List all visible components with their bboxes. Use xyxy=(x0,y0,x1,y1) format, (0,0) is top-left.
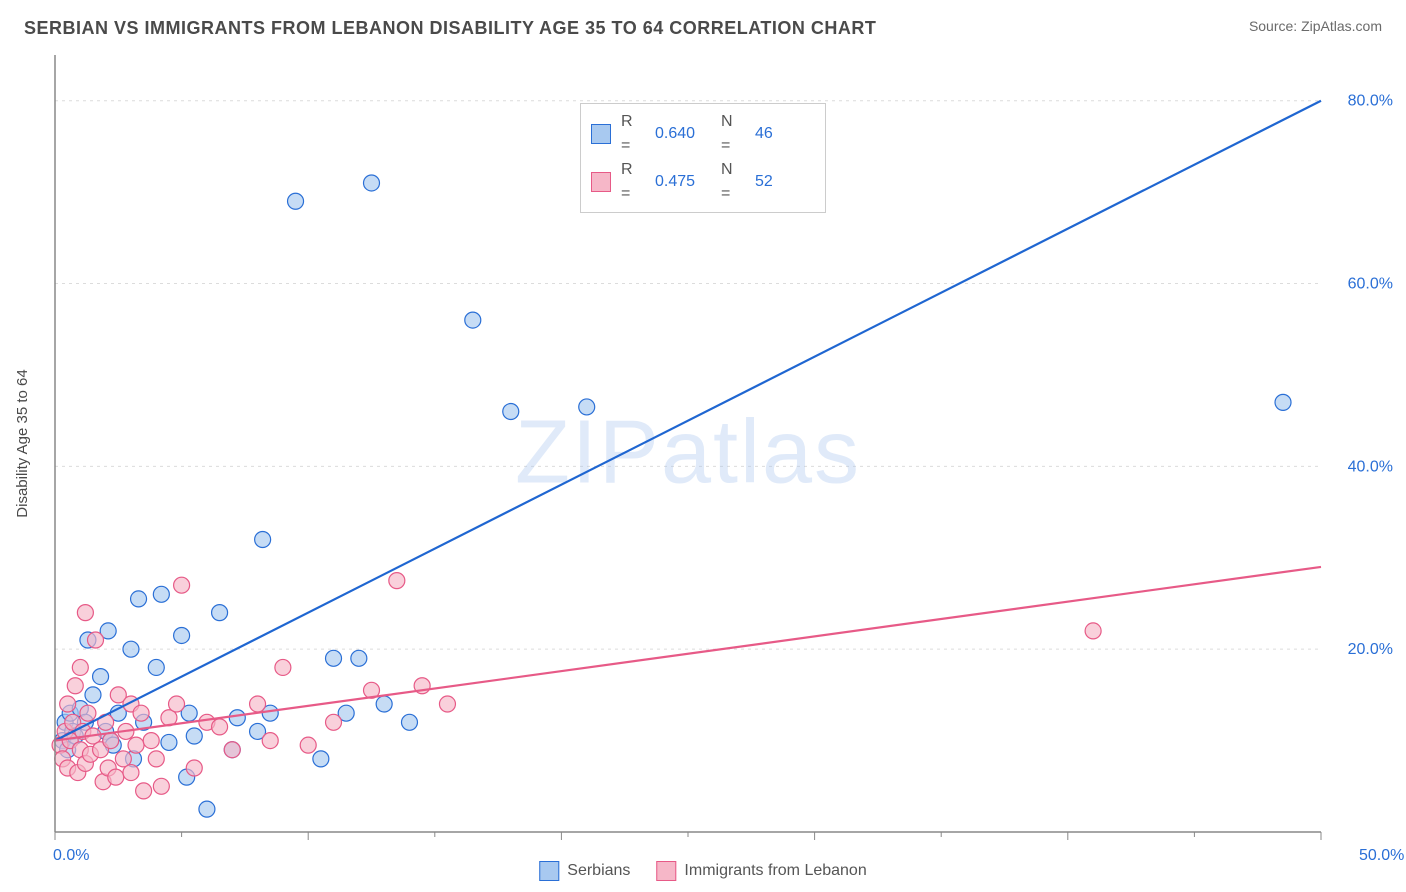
header: SERBIAN VS IMMIGRANTS FROM LEBANON DISAB… xyxy=(0,0,1406,47)
data-point xyxy=(186,728,202,744)
svg-text:ZIPatlas: ZIPatlas xyxy=(515,402,861,502)
data-point xyxy=(1085,623,1101,639)
n-value-serbians: 46 xyxy=(755,122,811,146)
r-label: R = xyxy=(621,158,645,206)
legend-row-serbians: R = 0.640 N = 46 xyxy=(591,110,811,158)
data-point xyxy=(123,641,139,657)
source-attribution: Source: ZipAtlas.com xyxy=(1249,18,1382,34)
data-point xyxy=(351,650,367,666)
data-point xyxy=(186,760,202,776)
data-point xyxy=(326,650,342,666)
legend-label-lebanon: Immigrants from Lebanon xyxy=(684,862,866,880)
data-point xyxy=(288,193,304,209)
data-point xyxy=(579,399,595,415)
data-point xyxy=(103,733,119,749)
data-point xyxy=(262,733,278,749)
chart-title: SERBIAN VS IMMIGRANTS FROM LEBANON DISAB… xyxy=(24,18,876,39)
n-value-lebanon: 52 xyxy=(755,170,811,194)
data-point xyxy=(326,714,342,730)
data-point xyxy=(401,714,417,730)
data-point xyxy=(300,737,316,753)
data-point xyxy=(364,175,380,191)
data-point xyxy=(439,696,455,712)
legend-item-lebanon: Immigrants from Lebanon xyxy=(656,861,866,881)
data-point xyxy=(1275,394,1291,410)
data-point xyxy=(123,765,139,781)
data-point xyxy=(199,801,215,817)
svg-text:40.0%: 40.0% xyxy=(1348,458,1393,475)
r-label: R = xyxy=(621,110,645,158)
data-point xyxy=(174,577,190,593)
legend-label-serbians: Serbians xyxy=(567,862,630,880)
series-legend: Serbians Immigrants from Lebanon xyxy=(539,861,866,881)
data-point xyxy=(212,719,228,735)
data-point xyxy=(143,733,159,749)
data-point xyxy=(212,605,228,621)
legend-item-serbians: Serbians xyxy=(539,861,630,881)
data-point xyxy=(174,627,190,643)
data-point xyxy=(136,783,152,799)
regression-line xyxy=(55,567,1321,741)
correlation-legend: R = 0.640 N = 46 R = 0.475 N = 52 xyxy=(580,103,826,213)
n-label: N = xyxy=(721,110,745,158)
data-point xyxy=(229,710,245,726)
data-point xyxy=(275,659,291,675)
r-value-lebanon: 0.475 xyxy=(655,170,711,194)
data-point xyxy=(80,705,96,721)
source-prefix: Source: xyxy=(1249,18,1301,34)
legend-row-lebanon: R = 0.475 N = 52 xyxy=(591,158,811,206)
data-point xyxy=(250,696,266,712)
data-point xyxy=(169,696,185,712)
svg-text:0.0%: 0.0% xyxy=(53,847,89,864)
data-point xyxy=(148,751,164,767)
data-point xyxy=(128,737,144,753)
data-point xyxy=(108,769,124,785)
data-point xyxy=(60,696,76,712)
data-point xyxy=(153,586,169,602)
data-point xyxy=(255,531,271,547)
data-point xyxy=(67,678,83,694)
data-point xyxy=(148,659,164,675)
data-point xyxy=(93,669,109,685)
data-point xyxy=(161,734,177,750)
swatch-serbians xyxy=(591,124,611,144)
data-point xyxy=(376,696,392,712)
data-point xyxy=(85,687,101,703)
data-point xyxy=(503,404,519,420)
data-point xyxy=(389,573,405,589)
data-point xyxy=(77,605,93,621)
swatch-serbians xyxy=(539,861,559,881)
r-value-serbians: 0.640 xyxy=(655,122,711,146)
data-point xyxy=(88,632,104,648)
data-point xyxy=(465,312,481,328)
data-point xyxy=(313,751,329,767)
data-point xyxy=(153,778,169,794)
svg-text:50.0%: 50.0% xyxy=(1359,847,1404,864)
n-label: N = xyxy=(721,158,745,206)
chart-container: 20.0% 40.0% 60.0% 80.0% ZIPatlas 0.0% 50.0% Dis… xyxy=(0,47,1406,887)
swatch-lebanon xyxy=(591,172,611,192)
source-link[interactable]: ZipAtlas.com xyxy=(1301,18,1382,34)
svg-text:80.0%: 80.0% xyxy=(1348,93,1393,110)
svg-text:Disability Age 35 to 64: Disability Age 35 to 64 xyxy=(14,369,31,517)
swatch-lebanon xyxy=(656,861,676,881)
svg-text:60.0%: 60.0% xyxy=(1348,276,1393,293)
data-point xyxy=(133,705,149,721)
data-point xyxy=(72,659,88,675)
data-point xyxy=(131,591,147,607)
data-point xyxy=(224,742,240,758)
svg-text:20.0%: 20.0% xyxy=(1348,641,1393,658)
